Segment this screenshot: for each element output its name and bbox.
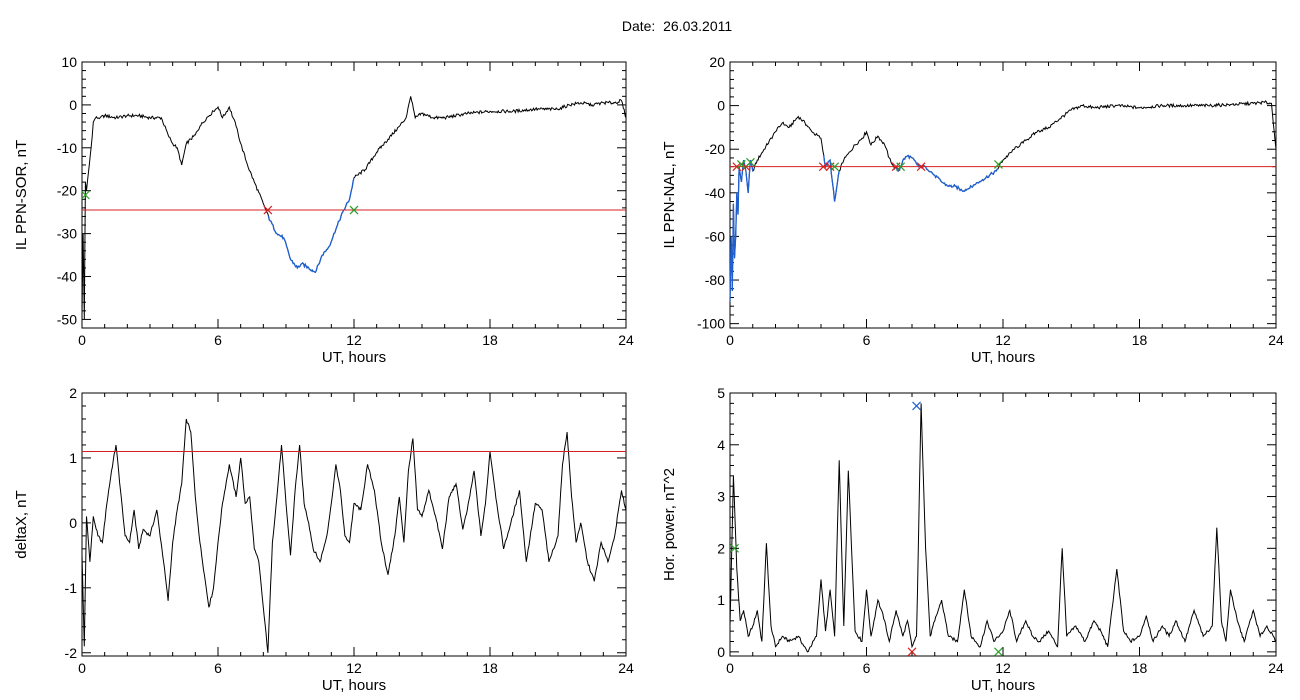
highlight-segment [895,154,999,193]
y-tick-label: 2 [69,385,77,401]
marker-start [818,162,828,172]
marker-start [916,162,926,172]
y-tick-label: 4 [717,437,725,453]
x-tick-label: 24 [618,660,634,676]
page-title: Date: 26.03.2011 [0,18,1300,34]
y-tick-label: -1 [65,580,78,596]
y-tick-label: -100 [697,316,725,332]
marker-peak [912,401,921,411]
x-tick-label: 18 [1132,332,1148,348]
x-tick-label: 0 [78,660,86,676]
marker-end [994,160,1003,169]
y-tick-label: 1 [717,592,725,608]
x-tick-label: 6 [214,332,222,348]
marker-end [730,543,739,553]
chart-2: 0 6 12 18 24 -100 -80 -60 -40 -20 0 20 UT, hours IL P… [661,54,1284,366]
x-tick-label: 0 [726,660,734,676]
series-line [729,100,1277,302]
x-tick-label: 12 [346,332,362,348]
chart-1: 0 6 12 18 24 -50 -40 -30 -20 -10 0 10 UT, hours IL PP… [13,54,634,366]
series-line [729,403,1277,653]
y-tick-label: -50 [57,311,77,327]
y-tick-label: -60 [705,228,725,244]
x-axis-label: UT, hours [322,349,386,366]
x-tick-label: 6 [863,660,871,676]
y-tick-label: 0 [69,515,77,531]
y-axis-label: deltaX, nT [13,490,30,558]
plot-frame [729,61,1277,329]
marker-end [830,162,840,172]
marker-end [994,647,1003,657]
x-tick-label: 12 [995,660,1011,676]
marker-end [349,205,359,215]
y-tick-label: -20 [705,141,725,157]
y-tick-label: -20 [57,183,77,199]
y-tick-label: -40 [705,185,725,201]
x-tick-label: 0 [726,332,734,348]
y-axis-label: Hor. power, nT^2 [661,468,678,581]
y-tick-label: 3 [717,489,725,505]
y-tick-label: 2 [717,540,725,556]
highlight-segment [823,154,840,202]
marker-end [746,157,755,167]
marker-end [896,162,906,172]
series-line [81,418,627,653]
x-tick-label: 24 [1268,332,1284,348]
x-tick-label: 6 [214,660,222,676]
plot-frame [729,392,1277,657]
x-tick-label: 18 [482,660,498,676]
marker-end [736,160,746,169]
plot-frame [81,61,627,329]
x-tick-label: 18 [1132,660,1148,676]
y-tick-label: -30 [57,226,77,242]
y-tick-label: 5 [717,385,725,401]
x-axis-label: UT, hours [322,677,386,694]
x-tick-label: 12 [346,660,362,676]
marker-start [263,205,273,215]
y-tick-label: -80 [705,272,725,288]
x-axis-label: UT, hours [971,349,1035,366]
y-tick-label: 10 [61,54,77,70]
x-tick-label: 24 [618,332,634,348]
series-line [81,96,627,320]
y-tick-label: -10 [57,140,77,156]
y-tick-label: 0 [717,98,725,114]
marker-start [907,647,917,657]
y-axis-label: IL PPN-NAL, nT [661,142,678,249]
x-tick-label: 24 [1268,660,1284,676]
x-tick-label: 0 [78,332,86,348]
y-tick-label: 0 [717,644,725,660]
highlight-segment [267,177,355,273]
x-tick-label: 18 [482,332,498,348]
highlight-segment [729,159,754,302]
y-tick-label: -2 [65,645,78,661]
x-axis-label: UT, hours [971,677,1035,694]
y-tick-label: 1 [69,450,77,466]
y-axis-label: IL PPN-SOR, nT [13,140,30,250]
date-label: Date: [621,18,656,34]
marker-start [732,162,742,172]
x-tick-label: 12 [995,332,1011,348]
y-tick-label: 0 [69,97,77,113]
marker-end [80,190,90,200]
y-tick-label: -40 [57,269,77,285]
x-tick-label: 6 [863,332,871,348]
y-tick-label: 20 [709,54,725,70]
date-value: 26.03.2011 [663,18,733,34]
